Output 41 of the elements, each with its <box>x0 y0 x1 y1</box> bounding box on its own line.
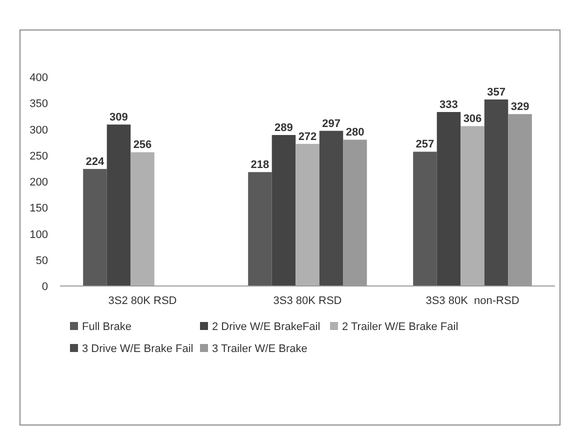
y-tick-label: 400 <box>30 72 48 84</box>
bar <box>319 130 344 286</box>
data-label: 289 <box>274 122 293 134</box>
data-label: 357 <box>487 86 506 98</box>
y-tick-label: 0 <box>42 281 48 293</box>
legend-label: 3 Trailer W/E Brake <box>212 343 308 355</box>
data-label: 280 <box>346 126 364 139</box>
y-tick-label: 100 <box>30 228 48 241</box>
bar <box>130 152 154 286</box>
data-label: 306 <box>463 113 482 126</box>
data-label: 257 <box>416 138 434 151</box>
data-label: 218 <box>250 159 270 172</box>
data-label: 333 <box>440 99 458 112</box>
data-label: 224 <box>86 156 106 168</box>
data-label: 329 <box>510 101 530 114</box>
data-label: 272 <box>298 130 317 143</box>
bar <box>106 124 131 286</box>
y-tick-label: 200 <box>30 176 48 188</box>
data-label: 256 <box>133 139 152 152</box>
legend-label: 3 Drive W/E Brake Fail <box>82 343 194 355</box>
x-tick-label: 3S3 80K non-RSD <box>426 295 520 307</box>
bar <box>484 99 508 286</box>
bar <box>83 168 107 286</box>
y-tick-label: 250 <box>30 150 48 162</box>
x-tick-label: 3S2 80K RSD <box>108 295 177 307</box>
bar <box>248 172 272 286</box>
bar <box>272 134 296 286</box>
y-tick-label: 150 <box>30 202 48 215</box>
bar <box>460 126 484 286</box>
data-label: 297 <box>322 118 340 130</box>
legend-label: Full Brake <box>82 321 132 333</box>
y-tick-label: 350 <box>30 98 48 110</box>
bar <box>296 144 320 286</box>
bar <box>413 152 437 286</box>
y-tick-label: 50 <box>36 254 48 267</box>
y-tick-label: 300 <box>30 124 48 136</box>
legend-label: 2 Trailer W/E Brake Fail <box>342 321 458 333</box>
data-label: 309 <box>110 112 128 124</box>
legend-label: 2 Drive W/E BrakeFail <box>212 321 320 333</box>
x-tick-label: 3S3 80K RSD <box>273 295 342 307</box>
bar <box>436 112 461 286</box>
